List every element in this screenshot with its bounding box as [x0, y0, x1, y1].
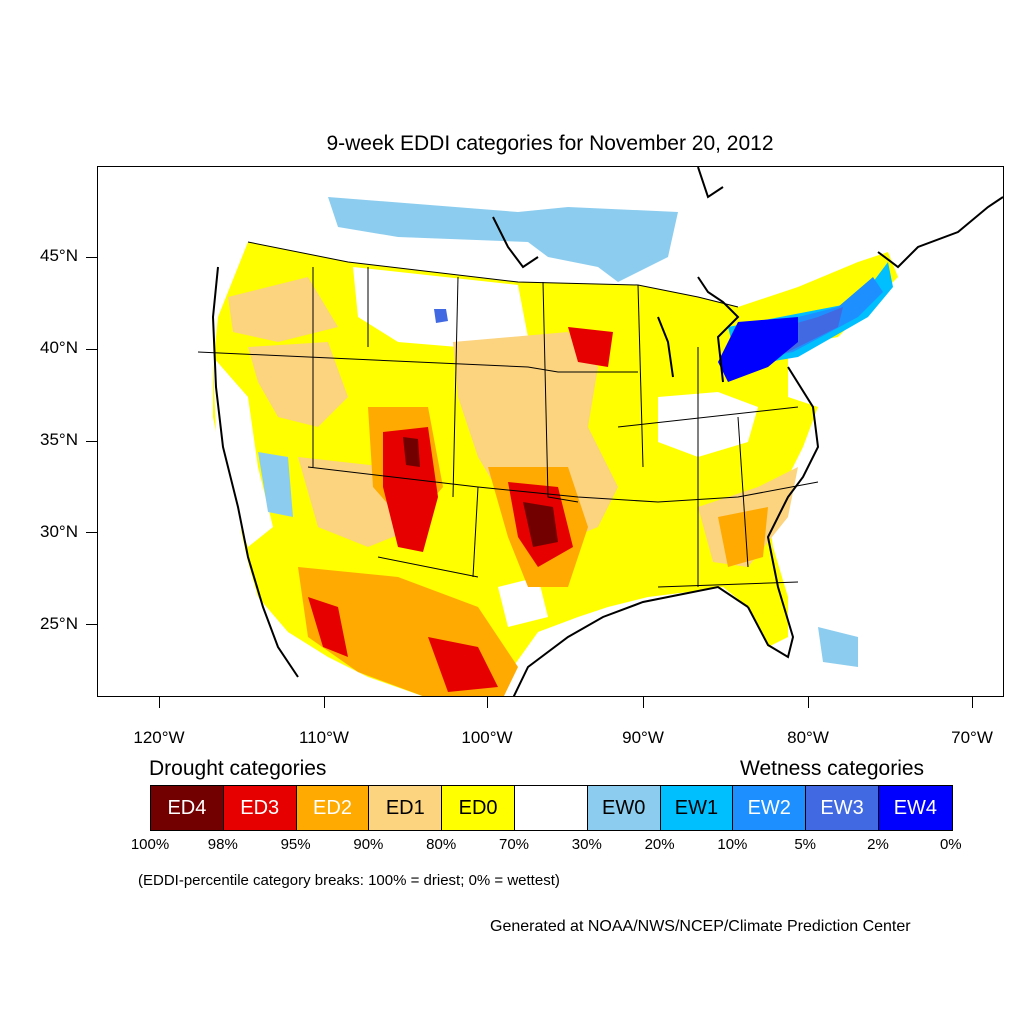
y-tick-label: 35°N	[40, 430, 78, 449]
x-tick-label: 120°W	[133, 728, 185, 747]
break-label: 30%	[571, 836, 602, 853]
colorbar-cell: EW2	[733, 786, 807, 830]
ew0-florida	[818, 627, 858, 667]
ed3-mexico	[308, 597, 348, 657]
colorbar-cell: ED2	[296, 786, 370, 830]
state-boundaries	[197, 241, 819, 588]
category-note: (EDDI-percentile category breaks: 100% =…	[138, 872, 560, 889]
colorbar-cell	[514, 786, 588, 830]
near-normal-south	[498, 577, 548, 627]
break-label: 70%	[498, 836, 530, 853]
break-label: 20%	[644, 836, 675, 853]
wetness-categories-label: Wetness categories	[740, 757, 925, 780]
break-label: 90%	[353, 836, 384, 853]
ed1-northwest	[228, 277, 338, 342]
y-tick-mark	[86, 257, 97, 258]
colorbar-cell: EW4	[878, 786, 952, 830]
break-label: 95%	[280, 836, 311, 853]
colorbar-cell: ED4	[151, 786, 224, 830]
near-normal-west-coast	[213, 357, 273, 547]
y-tick-label: 40°N	[40, 338, 78, 357]
x-tick-mark	[972, 697, 973, 708]
break-label: 10%	[717, 836, 748, 853]
near-normal-midwest	[658, 392, 758, 457]
x-tick-mark	[643, 697, 644, 708]
x-tick-label: 100°W	[461, 728, 513, 747]
colorbar-cell: EW0	[587, 786, 661, 830]
credit-line: Generated at NOAA/NWS/NCEP/Climate Predi…	[490, 918, 911, 935]
break-label: 98%	[207, 836, 238, 853]
x-tick-label: 90°W	[622, 728, 664, 747]
colorbar-cell: EW1	[660, 786, 734, 830]
x-tick-mark	[159, 697, 160, 708]
ed1-great-basin	[248, 342, 348, 427]
ed2-carolinas	[718, 507, 768, 567]
ed3-texas-south	[428, 637, 498, 692]
map-panel	[97, 166, 1004, 697]
ew3-dakota-spot	[434, 309, 448, 323]
coastlines	[211, 167, 1003, 696]
x-tick-label: 70°W	[951, 728, 993, 747]
ed3-northern-plains	[568, 327, 613, 367]
x-tick-label: 110°W	[299, 728, 349, 747]
category-colorbar: ED4 ED3 ED2 ED1 ED0 EW0 EW1 EW2 EW3 EW4	[150, 785, 953, 831]
y-tick-mark	[86, 441, 97, 442]
x-tick-mark	[808, 697, 809, 708]
break-label: 80%	[426, 836, 457, 853]
x-tick-mark	[487, 697, 488, 708]
colorbar-cell: ED3	[223, 786, 297, 830]
map-title: 9-week EDDI categories for November 20, …	[326, 132, 774, 155]
y-tick-mark	[86, 532, 97, 533]
y-tick-label: 45°N	[40, 246, 78, 265]
y-tick-mark	[86, 624, 97, 625]
x-tick-mark	[324, 697, 325, 708]
break-label: 100%	[130, 836, 170, 853]
ew0-nevada	[258, 452, 293, 517]
eddi-map	[197, 167, 1003, 696]
colorbar-cell: ED0	[442, 786, 515, 830]
colorbar-cell: ED1	[369, 786, 443, 830]
break-label: 2%	[867, 836, 889, 853]
ew4-ontario	[718, 317, 798, 382]
ed3-new-mexico	[383, 427, 438, 552]
y-tick-label: 30°N	[40, 522, 78, 541]
ed4-oklahoma	[523, 502, 558, 547]
colorbar-cell: EW3	[806, 786, 879, 830]
ed4-new-mexico	[403, 437, 420, 467]
near-normal-north-plains	[353, 267, 528, 347]
y-tick-label: 25°N	[40, 614, 78, 633]
break-label: 5%	[794, 836, 817, 853]
y-tick-mark	[86, 349, 97, 350]
break-label: 0%	[939, 836, 962, 853]
drought-categories-label: Drought categories	[149, 757, 327, 780]
ew0-canada-north	[328, 197, 678, 282]
x-tick-label: 80°W	[787, 728, 829, 747]
